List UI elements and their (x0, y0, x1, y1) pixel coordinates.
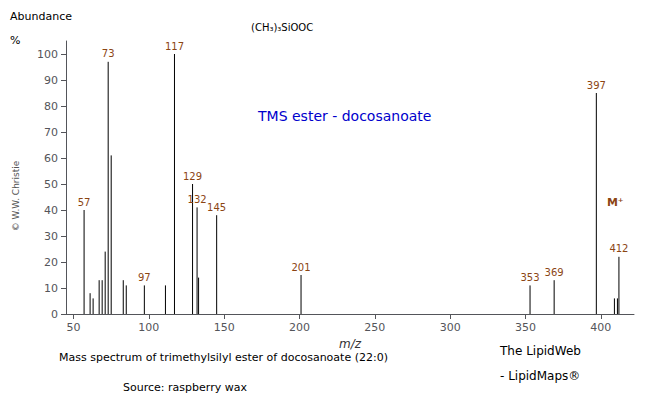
svg-text:50: 50 (44, 178, 58, 191)
svg-text:97: 97 (138, 272, 151, 283)
svg-text:70: 70 (44, 126, 58, 139)
svg-text:60: 60 (44, 152, 58, 165)
svg-text:Abundance: Abundance (10, 10, 72, 23)
svg-text:353: 353 (520, 272, 539, 283)
svg-text:145: 145 (207, 202, 226, 213)
svg-text:300: 300 (440, 321, 461, 334)
svg-text:Mass spectrum of trimethylsily: Mass spectrum of trimethylsilyl ester of… (59, 351, 388, 364)
svg-text:80: 80 (44, 100, 58, 113)
svg-text:117: 117 (165, 41, 184, 52)
svg-text:412: 412 (609, 243, 628, 254)
svg-text:100: 100 (37, 48, 58, 61)
svg-text:250: 250 (364, 321, 385, 334)
svg-text:m/z: m/z (339, 337, 362, 351)
svg-text:150: 150 (214, 321, 235, 334)
svg-text:- LipidMaps®: - LipidMaps® (500, 369, 580, 383)
svg-text:129: 129 (183, 171, 202, 182)
svg-text:10: 10 (44, 282, 58, 295)
svg-text:57: 57 (78, 197, 91, 208)
svg-text:40: 40 (44, 204, 58, 217)
svg-text:© W.W. Christie: © W.W. Christie (11, 160, 21, 231)
svg-text:20: 20 (44, 256, 58, 269)
svg-text:73: 73 (102, 48, 115, 59)
svg-text:The LipidWeb: The LipidWeb (499, 344, 581, 358)
svg-text:201: 201 (291, 262, 310, 273)
svg-text:400: 400 (590, 321, 611, 334)
svg-text:TMS ester - docosanoate: TMS ester - docosanoate (257, 108, 431, 124)
svg-text:90: 90 (44, 74, 58, 87)
svg-text:397: 397 (587, 80, 606, 91)
svg-text:30: 30 (44, 230, 58, 243)
svg-text:50: 50 (67, 321, 81, 334)
svg-text:%: % (10, 34, 20, 47)
svg-text:132: 132 (188, 194, 207, 205)
svg-text:0: 0 (51, 308, 58, 321)
svg-text:M⁺: M⁺ (607, 196, 624, 209)
svg-text:350: 350 (515, 321, 536, 334)
svg-text:200: 200 (289, 321, 310, 334)
svg-text:Source: raspberry wax: Source: raspberry wax (123, 381, 247, 394)
svg-text:(CH₃)₃SiOOC: (CH₃)₃SiOOC (251, 22, 313, 33)
svg-text:100: 100 (138, 321, 159, 334)
svg-text:369: 369 (545, 267, 564, 278)
